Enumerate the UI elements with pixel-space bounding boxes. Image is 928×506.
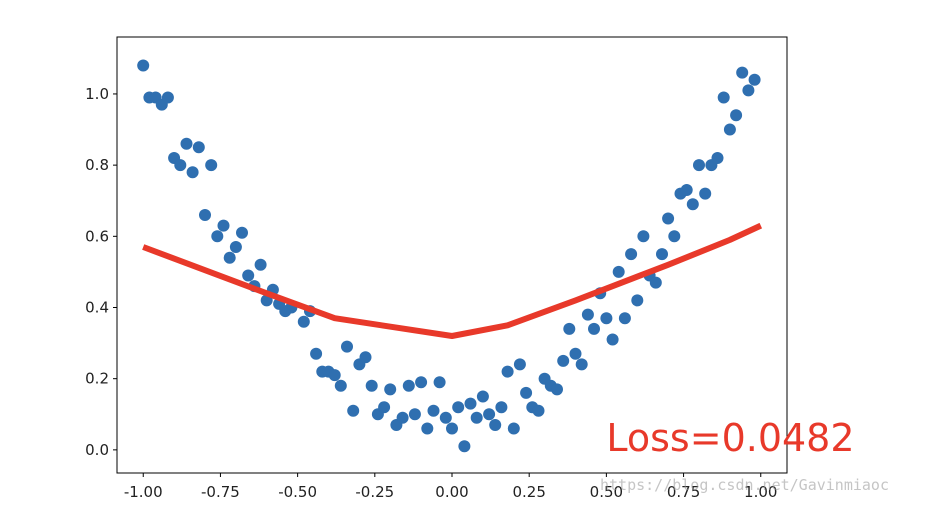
scatter-point (495, 401, 508, 414)
scatter-point (711, 152, 724, 164)
scatter-point (415, 376, 428, 389)
scatter-point (192, 141, 205, 154)
scatter-point (736, 66, 749, 79)
scatter-point (378, 401, 391, 414)
scatter-point (631, 294, 644, 307)
scatter-point (557, 354, 570, 367)
scatter-points (137, 59, 761, 453)
scatter-point (439, 411, 452, 424)
scatter-point (581, 308, 594, 321)
scatter-point (606, 333, 619, 346)
scatter-point (310, 347, 323, 360)
scatter-point (421, 422, 434, 435)
scatter-point (680, 184, 693, 196)
fit-line (142, 222, 763, 339)
watermark: https://blog.csdn.net/Gavinmiaoc (600, 476, 889, 494)
loss-annotation: Loss=0.0482 (606, 416, 854, 460)
scatter-point (686, 198, 699, 211)
scatter-point (520, 386, 533, 399)
scatter-point (341, 340, 353, 353)
y-tick-label: 0.8 (85, 156, 109, 174)
scatter-point (254, 258, 267, 271)
scatter-point (748, 73, 761, 86)
scatter-point (723, 123, 736, 136)
x-tick-label: 1.00 (744, 483, 777, 501)
scatter-point (161, 91, 174, 104)
scatter-point (600, 312, 613, 325)
fit-line-layer (142, 222, 763, 339)
scatter-point (551, 383, 563, 396)
x-tick-label: 0.00 (435, 483, 468, 501)
scatter-point (612, 265, 625, 278)
scatter-point (668, 230, 681, 243)
scatter-point (137, 59, 150, 72)
scatter-point (476, 390, 489, 403)
scatter-point (217, 219, 230, 232)
x-tick-label: -0.50 (278, 483, 317, 501)
scatter-point (186, 166, 199, 179)
scatter-point (297, 315, 310, 328)
scatter-point (625, 248, 638, 261)
x-tick-label: 0.50 (590, 483, 623, 501)
scatter-point (211, 230, 224, 243)
scatter-point (483, 408, 496, 421)
scatter-point (699, 187, 712, 200)
x-tick-label: -1.00 (124, 483, 163, 501)
x-tick-label: -0.75 (201, 483, 240, 501)
scatter-point (384, 383, 397, 396)
scatter-point (199, 209, 211, 221)
x-tick-label: 0.75 (667, 483, 700, 501)
scatter-point (223, 251, 236, 264)
scatter-point (656, 248, 668, 261)
scatter-point (501, 365, 514, 378)
scatter-point (359, 351, 372, 364)
y-tick-label: 1.0 (85, 85, 109, 103)
scatter-point (507, 422, 520, 435)
scatter-point (452, 401, 465, 414)
scatter-point (242, 269, 255, 282)
y-tick-label: 0.6 (85, 227, 109, 245)
scatter-point (717, 91, 730, 104)
scatter-point (396, 411, 409, 424)
scatter-point (489, 419, 502, 431)
scatter-point (446, 422, 458, 435)
scatter-point (618, 312, 631, 325)
scatter-point (588, 322, 600, 335)
scatter-point (347, 404, 360, 417)
y-tick-label: 0.2 (85, 370, 109, 388)
scatter-point (365, 379, 378, 392)
scatter-point (174, 159, 187, 172)
scatter-point (334, 379, 347, 392)
scatter-point (464, 397, 477, 410)
y-axis-ticks: 0.0 0.2 0.4 0.6 0.8 1.0 (85, 85, 117, 459)
scatter-point (532, 404, 545, 417)
scatter-point (328, 369, 341, 382)
scatter-point (458, 440, 471, 453)
scatter-point (730, 109, 743, 122)
x-axis-ticks: -1.00 -0.75 -0.50 -0.25 0.00 0.25 0.50 0.75 1.00 (124, 473, 777, 501)
x-tick-label: 0.25 (512, 483, 545, 501)
scatter-point (402, 379, 415, 392)
scatter-point (575, 358, 588, 371)
scatter-point (637, 230, 650, 243)
scatter-point (229, 241, 242, 253)
scatter-point (649, 276, 662, 289)
y-tick-label: 0.0 (85, 441, 109, 459)
scatter-point (693, 159, 705, 172)
scatter-point (180, 137, 193, 150)
x-tick-label: -0.25 (355, 483, 394, 501)
scatter-point (742, 84, 755, 97)
scatter-point (563, 322, 576, 335)
y-tick-label: 0.4 (85, 298, 109, 316)
scatter-point (662, 212, 675, 225)
scatter-point (205, 159, 218, 172)
scatter-point (569, 347, 582, 360)
scatter-point (433, 376, 446, 389)
scatter-point (408, 408, 421, 421)
scatter-point (513, 358, 526, 371)
scatter-point (470, 411, 483, 424)
scatter-point (236, 226, 248, 239)
scatter-point (427, 404, 440, 417)
